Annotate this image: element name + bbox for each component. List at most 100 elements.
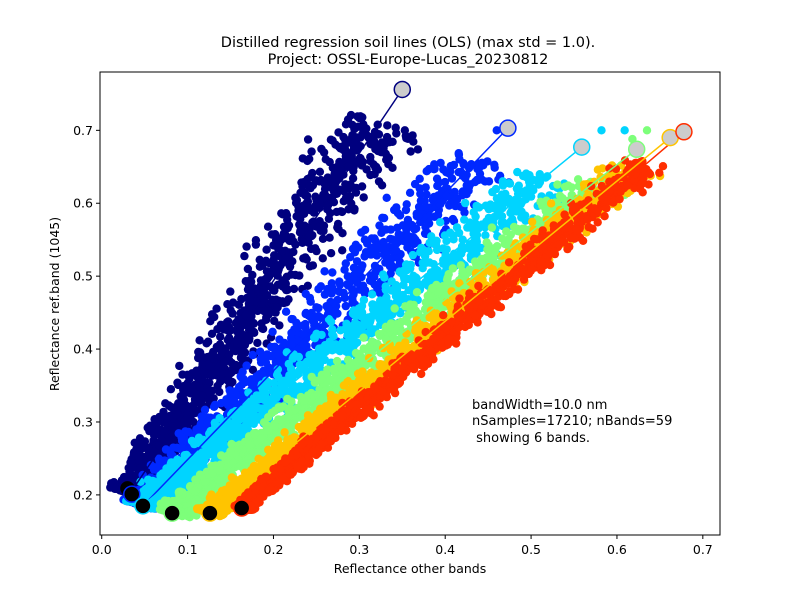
- scatter-point: [295, 228, 305, 237]
- scatter-point: [352, 183, 361, 193]
- scatter-point: [286, 364, 296, 374]
- scatter-point: [388, 235, 397, 244]
- scatter-point: [374, 329, 384, 339]
- scatter-point: [292, 386, 302, 395]
- scatter-point: [553, 180, 562, 189]
- scatter-point: [436, 158, 445, 168]
- scatter-point: [512, 184, 522, 193]
- scatter-point: [303, 281, 312, 290]
- scatter-point: [197, 391, 207, 400]
- scatter-point: [369, 300, 378, 310]
- scatter-point: [348, 321, 357, 331]
- scatter-point: [486, 252, 495, 262]
- scatter-point: [290, 405, 300, 414]
- scatter-point: [477, 259, 486, 268]
- scatter-point: [493, 242, 502, 251]
- scatter-point: [558, 194, 567, 203]
- scatter-point: [183, 414, 192, 424]
- scatter-point: [341, 324, 351, 333]
- scatter-point: [505, 179, 515, 188]
- scatter-point: [229, 396, 238, 405]
- scatter-point: [305, 262, 315, 271]
- scatter-point: [314, 303, 323, 313]
- scatter-point: [220, 358, 229, 368]
- scatter-point: [287, 233, 296, 242]
- scatter-point: [366, 325, 375, 335]
- scatter-point: [350, 337, 360, 346]
- scatter-point: [355, 351, 365, 360]
- scatter-point: [216, 332, 225, 341]
- scatter-point: [262, 245, 271, 254]
- scatter-point: [245, 440, 254, 449]
- scatter-point: [366, 170, 375, 180]
- scatter-point: [461, 198, 470, 208]
- scatter-point: [341, 120, 351, 129]
- scatter-point: [166, 450, 176, 459]
- scatter-point: [460, 215, 469, 224]
- scatter-point: [346, 277, 355, 286]
- scatter-point: [356, 155, 365, 164]
- scatter-point: [242, 361, 251, 370]
- scatter-point: [288, 354, 297, 363]
- scatter-point: [173, 455, 182, 464]
- scatter-point: [424, 247, 433, 256]
- scatter-point: [203, 384, 212, 393]
- scatter-point: [260, 306, 269, 316]
- scatter-point: [392, 203, 401, 212]
- scatter-point: [255, 262, 265, 271]
- scatter-point: [469, 208, 478, 217]
- scatter-point: [279, 402, 288, 411]
- scatter-point: [222, 318, 232, 327]
- scatter-point: [177, 443, 186, 453]
- scatter-point: [194, 347, 203, 357]
- scatter-point: [428, 283, 437, 293]
- scatter-point: [329, 198, 339, 207]
- scatter-point: [299, 254, 308, 263]
- scatter-point: [517, 226, 527, 235]
- scatter-point: [174, 480, 183, 489]
- scatter-point: [372, 251, 382, 260]
- scatter-point: [359, 193, 368, 202]
- scatter-point: [306, 172, 315, 182]
- scatter-point: [305, 154, 314, 164]
- scatter-point: [464, 183, 474, 192]
- scatter-point: [253, 393, 262, 402]
- scatter-point: [490, 160, 499, 169]
- scatter-point: [465, 244, 474, 253]
- scatter-point: [238, 423, 247, 432]
- chart-title-line1: Distilled regression soil lines (OLS) (m…: [221, 35, 595, 51]
- scatter-point: [382, 193, 391, 202]
- scatter-point: [403, 231, 413, 241]
- scatter-point: [359, 333, 368, 342]
- scatter-point: [200, 405, 210, 414]
- scatter-point: [255, 255, 264, 264]
- scatter-point: [246, 290, 256, 299]
- scatter-point: [249, 319, 258, 328]
- scatter-point: [442, 236, 451, 246]
- scatter-point: [408, 250, 417, 260]
- scatter-point: [388, 137, 397, 146]
- scatter-point: [410, 225, 419, 234]
- scatter-point: [406, 147, 415, 156]
- scatter-point: [222, 395, 231, 404]
- scatter-point: [247, 378, 257, 388]
- scatter-point: [391, 123, 400, 132]
- scatter-point: [248, 350, 257, 360]
- scatter-point: [109, 478, 119, 487]
- scatter-point: [445, 228, 455, 237]
- scatter-point: [425, 213, 434, 222]
- scatter-point: [451, 252, 460, 261]
- scatter-point: [329, 364, 338, 374]
- scatter-point: [261, 389, 270, 398]
- scatter-point: [320, 184, 330, 194]
- scatter-point: [351, 240, 360, 249]
- scatter-point: [319, 221, 329, 230]
- scatter-point: [273, 303, 282, 312]
- scatter-point: [210, 312, 219, 322]
- scatter-point: [301, 206, 311, 215]
- scatter-point: [316, 175, 326, 185]
- scatter-point: [427, 232, 436, 241]
- scatter-point: [268, 268, 277, 278]
- scatter-point: [281, 209, 291, 218]
- scatter-point: [258, 324, 268, 334]
